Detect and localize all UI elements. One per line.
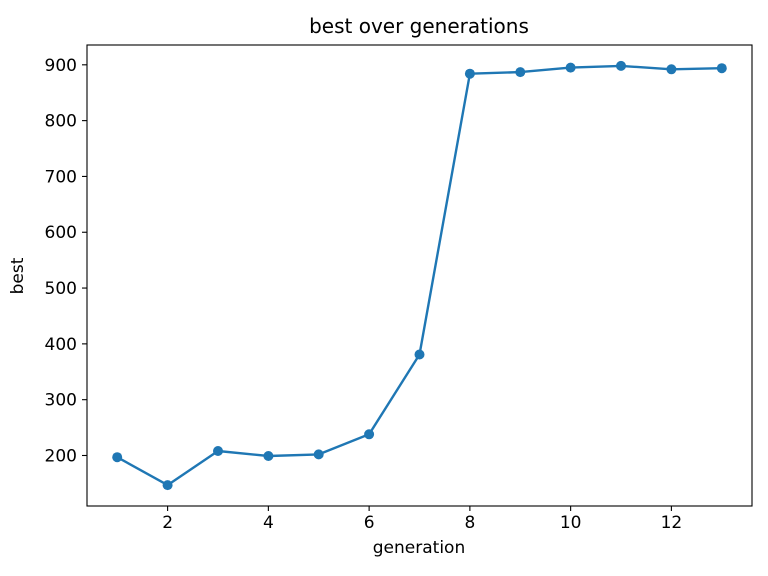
x-tick-label: 6 [364, 513, 375, 533]
data-point [263, 451, 274, 461]
data-point [364, 429, 375, 440]
data-point [565, 62, 576, 73]
y-tick-label: 900 [45, 56, 77, 76]
data-point [616, 60, 626, 71]
data-point [213, 446, 223, 456]
x-tick-label: 4 [263, 513, 274, 533]
chart-title: best over generations [309, 14, 529, 38]
x-tick-label: 12 [661, 513, 683, 533]
y-tick-label: 200 [45, 446, 77, 466]
x-axis-label: generation [373, 538, 465, 558]
data-point [112, 452, 123, 463]
data-point [414, 349, 425, 360]
data-point [716, 63, 727, 74]
y-axis-label: best [8, 257, 28, 294]
x-tick-label: 10 [560, 513, 582, 533]
axes-frame [86, 44, 753, 507]
y-tick-label: 800 [45, 112, 77, 132]
y-tick-label: 400 [45, 335, 77, 355]
y-tick-label: 700 [45, 167, 77, 187]
y-tick-label: 500 [45, 279, 77, 299]
y-tick-label: 600 [45, 223, 77, 243]
data-line [115, 64, 723, 487]
plot-area: 2 4 6 8 10 12 200 300 400 500 600 700 800 900 [45, 44, 753, 533]
data-point [313, 449, 324, 460]
x-tick-label: 2 [162, 513, 173, 533]
data-point [464, 68, 475, 79]
data-point [162, 480, 173, 491]
data-point [515, 67, 526, 78]
x-tick-label: 8 [464, 513, 475, 533]
data-point [666, 64, 677, 75]
y-tick-label: 300 [45, 391, 77, 411]
